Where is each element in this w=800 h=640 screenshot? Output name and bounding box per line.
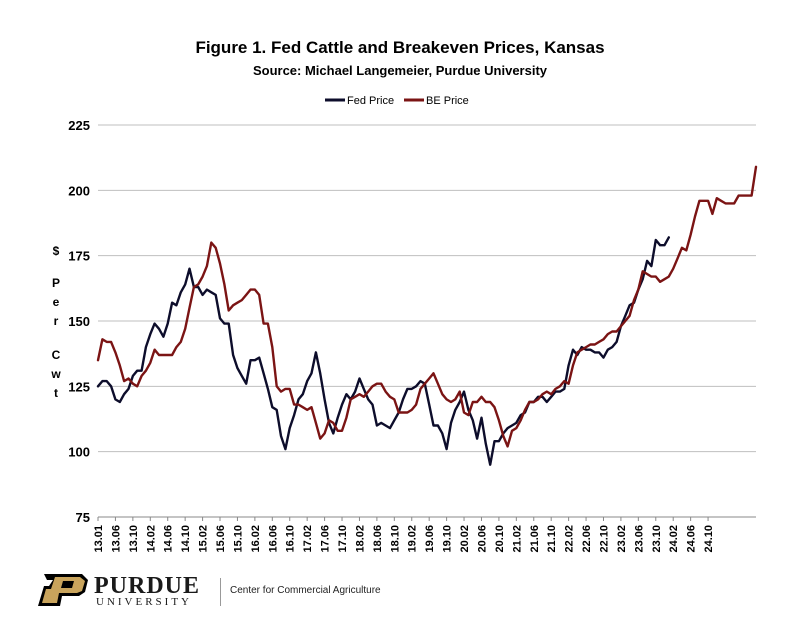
x-tick-label: 17.02 (302, 525, 314, 553)
gridlines (98, 124, 756, 518)
x-tick-label: 15.06 (215, 525, 227, 553)
x-tick-label: 18.10 (389, 525, 401, 553)
center-label: Center for Commercial Agriculture (230, 585, 381, 596)
y-tick-label: 150 (68, 314, 90, 329)
x-tick-label: 18.06 (372, 525, 384, 553)
series-line-fed-price (96, 236, 670, 466)
x-tick-label: 22.06 (581, 525, 593, 553)
x-tick-label: 17.06 (320, 525, 332, 553)
x-tick-label: 17.10 (337, 525, 349, 553)
x-tick-label: 24.10 (703, 525, 715, 553)
x-tick-label: 23.02 (616, 525, 628, 553)
x-tick-label: 14.06 (163, 525, 175, 553)
footer-branding: PURDUE UNIVERSITY Center for Commercial … (36, 572, 456, 612)
y-axis-label-char: C (52, 348, 61, 362)
x-tick-label: 13.01 (93, 525, 105, 553)
y-axis-ticks: 75 100 125 150 175 200 225 (68, 118, 90, 525)
x-tick-label: 21.02 (511, 525, 523, 553)
x-tick-label: 20.10 (494, 525, 506, 553)
purdue-wordmark: PURDUE (94, 573, 200, 599)
chart-subtitle: Source: Michael Langemeier, Purdue Unive… (252, 63, 548, 78)
x-tick-label: 21.10 (546, 525, 558, 553)
x-tick-label: 24.02 (668, 525, 680, 553)
x-tick-label: 19.10 (442, 525, 454, 553)
y-axis-label-char: e (53, 295, 60, 309)
x-tick-label: 20.06 (476, 525, 488, 553)
x-tick-label: 21.06 (529, 525, 541, 553)
y-axis-label-char: $ (53, 244, 60, 258)
x-tick-label: 22.02 (564, 525, 576, 553)
x-tick-label: 13.06 (110, 525, 122, 553)
line-chart: Fed Price BE Price 75 100 125 150 175 200 225 $… (50, 95, 758, 553)
x-tick-label: 19.06 (424, 525, 436, 553)
x-tick-label: 15.10 (232, 525, 244, 553)
x-tick-label: 18.02 (354, 525, 366, 553)
x-tick-label: 24.06 (686, 525, 698, 553)
x-tick-label: 16.02 (250, 525, 262, 553)
footer-divider (220, 578, 221, 606)
y-tick-label: 100 (68, 445, 90, 460)
x-tick-label: 20.02 (459, 525, 471, 553)
x-tick-label: 19.02 (407, 525, 419, 553)
y-axis-label-char: r (54, 314, 59, 328)
y-tick-label: 125 (68, 379, 90, 394)
y-axis-label-char: P (52, 276, 60, 290)
x-tick-label: 23.10 (651, 525, 663, 553)
y-tick-label: 175 (68, 249, 90, 264)
y-tick-label: 75 (76, 510, 90, 525)
x-tick-label: 14.10 (180, 525, 192, 553)
chart-title: Figure 1. Fed Cattle and Breakeven Price… (195, 38, 605, 57)
purdue-motion-p-logo (38, 574, 88, 606)
legend-label: Fed Price (347, 95, 394, 107)
legend: Fed Price BE Price (325, 95, 469, 107)
legend-label: BE Price (426, 95, 469, 107)
y-tick-label: 200 (68, 183, 90, 198)
x-tick-label: 23.06 (633, 525, 645, 553)
x-tick-label: 16.06 (267, 525, 279, 553)
x-tick-label: 14.02 (145, 525, 157, 553)
series-line-be-price (96, 165, 758, 448)
series-lines (96, 165, 758, 466)
y-axis-label-char: t (54, 386, 58, 400)
y-tick-label: 225 (68, 118, 90, 133)
x-tick-label: 22.10 (598, 525, 610, 553)
y-axis-label: $ Per Cwt (50, 244, 61, 400)
x-tick-label: 16.10 (285, 525, 297, 553)
x-axis-ticks: 13.01 13.06 13.10 14.02 14.06 14.10 15.02 15.06… (93, 517, 715, 553)
x-tick-label: 15.02 (198, 525, 210, 553)
x-tick-label: 13.10 (128, 525, 140, 553)
university-wordmark: UNIVERSITY (96, 596, 192, 608)
y-axis-label-char: w (50, 367, 61, 381)
